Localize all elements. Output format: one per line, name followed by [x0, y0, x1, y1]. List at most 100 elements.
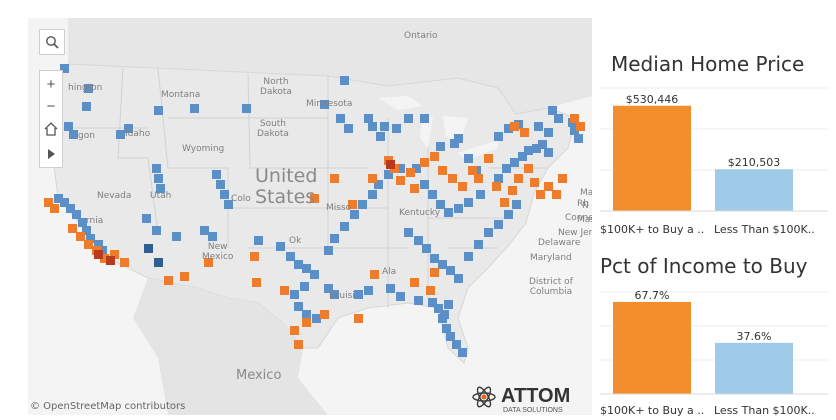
- map-marker[interactable]: [396, 164, 405, 173]
- map-marker[interactable]: [524, 146, 533, 155]
- map-marker[interactable]: [66, 204, 75, 213]
- map-marker[interactable]: [428, 190, 437, 199]
- map-marker[interactable]: [354, 290, 363, 299]
- map-marker[interactable]: [576, 122, 585, 131]
- map-marker[interactable]: [458, 348, 467, 357]
- map-marker[interactable]: [544, 182, 553, 191]
- map-marker[interactable]: [110, 250, 119, 259]
- map-marker[interactable]: [152, 226, 161, 235]
- map-marker[interactable]: [510, 158, 519, 167]
- map-home-button[interactable]: [40, 118, 62, 140]
- map-marker[interactable]: [494, 174, 503, 183]
- map-marker[interactable]: [374, 180, 383, 189]
- map-marker[interactable]: [392, 124, 401, 133]
- zoom-out-button[interactable]: −: [46, 97, 56, 115]
- map-marker[interactable]: [324, 246, 333, 255]
- pct-income-chart[interactable]: 67.7% $100K+ to Buy a .. 37.6% Less Than $1…: [600, 284, 830, 418]
- map-marker[interactable]: [340, 76, 349, 85]
- map-marker[interactable]: [448, 174, 457, 183]
- map-marker[interactable]: [340, 222, 349, 231]
- map-marker[interactable]: [386, 160, 395, 169]
- map-marker[interactable]: [320, 100, 329, 109]
- map-marker[interactable]: [524, 164, 533, 173]
- map-marker[interactable]: [436, 200, 445, 209]
- map-marker[interactable]: [474, 174, 483, 183]
- map-marker[interactable]: [454, 204, 463, 213]
- map-marker[interactable]: [84, 84, 93, 93]
- map-marker[interactable]: [500, 198, 509, 207]
- map-marker[interactable]: [172, 232, 181, 241]
- map-marker[interactable]: [444, 300, 453, 309]
- map-marker[interactable]: [536, 190, 545, 199]
- map-marker[interactable]: [520, 128, 529, 137]
- map-marker[interactable]: [512, 200, 521, 209]
- map-marker[interactable]: [476, 190, 485, 199]
- map-marker[interactable]: [438, 260, 447, 269]
- map-marker[interactable]: [376, 132, 385, 141]
- map-marker[interactable]: [420, 114, 429, 123]
- map-marker[interactable]: [420, 158, 429, 167]
- map-marker[interactable]: [484, 154, 493, 163]
- map-marker[interactable]: [552, 190, 561, 199]
- map-marker[interactable]: [100, 254, 109, 263]
- map-marker[interactable]: [364, 114, 373, 123]
- map-marker[interactable]: [454, 274, 463, 283]
- bar-1[interactable]: [715, 169, 793, 211]
- map-marker[interactable]: [69, 130, 78, 139]
- map-marker[interactable]: [422, 244, 431, 253]
- map-marker[interactable]: [396, 176, 405, 185]
- map-marker[interactable]: [94, 240, 103, 249]
- map-marker[interactable]: [504, 124, 513, 133]
- map-marker[interactable]: [302, 264, 311, 273]
- map-marker[interactable]: [404, 228, 413, 237]
- map-marker[interactable]: [430, 268, 439, 277]
- map-marker[interactable]: [570, 126, 579, 135]
- map-marker[interactable]: [438, 166, 447, 175]
- map-marker[interactable]: [94, 250, 103, 259]
- us-map[interactable]: Ontario hington Montana North Dakota Min…: [28, 18, 592, 415]
- map-marker[interactable]: [154, 174, 163, 183]
- map-marker[interactable]: [280, 286, 289, 295]
- map-marker[interactable]: [538, 140, 547, 149]
- map-marker[interactable]: [508, 186, 517, 195]
- map-marker[interactable]: [510, 122, 519, 131]
- map-marker[interactable]: [474, 240, 483, 249]
- map-marker[interactable]: [368, 190, 377, 199]
- map-marker[interactable]: [156, 184, 165, 193]
- map-marker[interactable]: [364, 286, 373, 295]
- map-marker[interactable]: [504, 210, 513, 219]
- map-marker[interactable]: [386, 284, 395, 293]
- map-play-button[interactable]: [40, 143, 62, 165]
- map-marker[interactable]: [84, 240, 93, 249]
- map-marker[interactable]: [544, 128, 553, 137]
- map-marker[interactable]: [82, 102, 91, 111]
- map-marker[interactable]: [440, 310, 449, 319]
- map-marker[interactable]: [294, 340, 303, 349]
- map-marker[interactable]: [434, 304, 443, 313]
- map-marker[interactable]: [294, 260, 303, 269]
- map-marker[interactable]: [354, 314, 363, 323]
- map-marker[interactable]: [452, 340, 461, 349]
- map-marker[interactable]: [570, 114, 579, 123]
- map-marker[interactable]: [294, 302, 303, 311]
- map-marker[interactable]: [554, 114, 563, 123]
- zoom-in-button[interactable]: +: [46, 75, 56, 93]
- map-marker[interactable]: [548, 106, 557, 115]
- map-marker[interactable]: [44, 198, 53, 207]
- map-marker[interactable]: [324, 284, 333, 293]
- map-marker[interactable]: [492, 182, 501, 191]
- map-marker[interactable]: [64, 122, 73, 131]
- map-marker[interactable]: [518, 152, 527, 161]
- map-marker[interactable]: [164, 276, 173, 285]
- map-marker[interactable]: [216, 180, 225, 189]
- map-marker[interactable]: [154, 106, 163, 115]
- map-marker[interactable]: [446, 332, 455, 341]
- map-marker[interactable]: [242, 104, 251, 113]
- map-marker[interactable]: [406, 168, 415, 177]
- map-marker[interactable]: [106, 256, 115, 265]
- map-marker[interactable]: [430, 152, 439, 161]
- map-marker[interactable]: [124, 124, 133, 133]
- map-marker[interactable]: [310, 194, 319, 203]
- map-marker[interactable]: [68, 224, 77, 233]
- map-marker[interactable]: [152, 164, 161, 173]
